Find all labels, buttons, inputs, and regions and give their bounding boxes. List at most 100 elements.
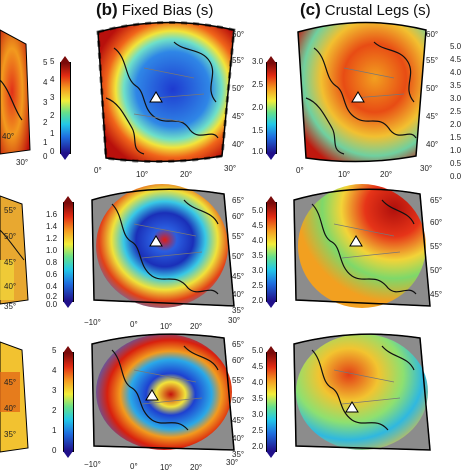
lat-tick: 45° — [426, 112, 439, 121]
left-lat-tick: 40° — [4, 404, 17, 413]
cbar-c1-tick: 2.5 — [252, 80, 264, 89]
station-triangle-icon — [345, 401, 359, 413]
cbar-c1-tick: 2.0 — [252, 103, 264, 112]
cbar-b2-tick: 0.6 — [46, 270, 58, 279]
lat-tick: 55° — [430, 242, 443, 251]
cbar-c2-tick: 5.0 — [252, 206, 264, 215]
station-triangle-icon — [149, 91, 163, 103]
cbar-b2-tick: 1.4 — [46, 222, 58, 231]
cbar-left-tick: 5 — [43, 58, 48, 67]
lat-tick: 65° — [232, 340, 245, 349]
lat-tick: 55° — [232, 232, 245, 241]
left-lat-tick: 40° — [2, 132, 15, 141]
lon-tick: 0° — [94, 166, 102, 175]
cbar-c3-tick: 4.5 — [252, 362, 264, 371]
cbar-c3-tick: 4.0 — [252, 378, 264, 387]
cbar-b1-tick: 0 — [50, 147, 55, 156]
cbar-b1-tick: 4 — [50, 75, 55, 84]
lat-tick: 50° — [232, 396, 245, 405]
lat-tick: 45° — [232, 416, 245, 425]
cbar-b3-tick: 0 — [52, 446, 57, 455]
left-lat-tick: 45° — [4, 378, 17, 387]
cbar-left-tick: 4 — [43, 78, 48, 87]
station-triangle-icon — [351, 91, 365, 103]
lat-tick: 50° — [232, 252, 245, 261]
cbar-c3-tick: 3.0 — [252, 410, 264, 419]
cbar-right-tick: 4.5 — [450, 55, 462, 64]
cbar-right-tick: 0.0 — [450, 172, 462, 181]
cbar-right-tick: 0.5 — [450, 159, 462, 168]
cbar-b3-tick: 2 — [52, 406, 57, 415]
left-strip-map-row3 — [0, 341, 29, 453]
lat-tick: 60° — [232, 30, 245, 39]
cbar-b3-tick: 3 — [52, 386, 57, 395]
cbar-b2-tick: 0.4 — [46, 282, 58, 291]
cbar-b3-tick: 4 — [52, 366, 57, 375]
station-triangle-icon — [145, 389, 159, 401]
cbar-b3-tick: 1 — [52, 426, 57, 435]
panel-b-label: Fixed Bias (s) — [121, 2, 214, 19]
cbar-right-tick: 1.5 — [450, 133, 462, 142]
lat-tick: 50° — [430, 266, 443, 275]
cbar-c2-tick: 2.0 — [252, 296, 264, 305]
lon-tick: 30° — [226, 458, 239, 467]
lon-tick: 10° — [136, 170, 149, 179]
cbar-c2-tick: 4.5 — [252, 221, 264, 230]
lon-tick: 10° — [338, 170, 351, 179]
station-triangle-icon — [349, 235, 363, 247]
map-b-row1 — [96, 21, 236, 164]
cbar-right-tick: 1.0 — [450, 146, 462, 155]
cbar-b1-tick: 3 — [50, 93, 55, 102]
left-lat-tick: 50° — [4, 232, 17, 241]
lat-tick: 35° — [232, 306, 245, 315]
cbar-c3-tick: 2.5 — [252, 426, 264, 435]
left-lat-tick: 45° — [4, 258, 17, 267]
cbar-b3-tick: 5 — [52, 346, 57, 355]
lat-tick: 55° — [232, 376, 245, 385]
cbar-c2-tick: 3.5 — [252, 251, 264, 260]
map-c-row3 — [293, 333, 431, 451]
panel-c-label: Crustal Legs (s) — [324, 2, 431, 19]
colorbar-b-row3 — [63, 346, 74, 458]
station-triangle-icon — [149, 235, 163, 247]
cbar-left-tick: 3 — [43, 98, 48, 107]
cbar-c2-tick: 2.5 — [252, 281, 264, 290]
cbar-right-tick: 3.5 — [450, 81, 462, 90]
colorbar-c-row2 — [266, 196, 277, 308]
lat-tick: 60° — [232, 356, 245, 365]
cbar-c2-tick: 4.0 — [252, 236, 264, 245]
panel-b-letter: (b) — [96, 0, 118, 19]
lat-tick: 35° — [232, 450, 245, 459]
lat-tick: 55° — [232, 56, 245, 65]
colorbar-c-row3 — [266, 346, 277, 458]
cbar-left-tick: 1 — [43, 138, 48, 147]
lon-tick: 10° — [160, 463, 173, 472]
cbar-b1-tick: 5 — [50, 57, 55, 66]
lat-tick: 40° — [426, 140, 439, 149]
panel-b-title: (b) Fixed Bias (s) — [96, 0, 213, 20]
panel-c-title: (c) Crustal Legs (s) — [300, 0, 431, 20]
panel-c-letter: (c) — [300, 0, 321, 19]
lon-tick: 30° — [420, 164, 433, 173]
cbar-c3-tick: 2.0 — [252, 442, 264, 451]
lon-tick: −10° — [84, 318, 101, 327]
cbar-b2-tick: 1.0 — [46, 246, 58, 255]
cbar-b2-tick: 0.8 — [46, 258, 58, 267]
cbar-c1-tick: 1.0 — [252, 147, 264, 156]
lon-tick: 10° — [160, 322, 173, 331]
lon-tick: 20° — [190, 322, 203, 331]
lat-tick: 45° — [232, 272, 245, 281]
lon-tick: 0° — [130, 462, 138, 471]
cbar-left-tick: 2 — [43, 118, 48, 127]
cbar-b1-tick: 2 — [50, 111, 55, 120]
lat-tick: 40° — [232, 290, 245, 299]
cbar-c1-tick: 1.5 — [252, 126, 264, 135]
colorbar-b-row1 — [60, 56, 71, 160]
left-strip-map-row1 — [0, 29, 31, 155]
map-c-row2 — [293, 184, 431, 308]
lon-tick: 20° — [180, 170, 193, 179]
lat-tick: 60° — [430, 218, 443, 227]
left-lat-tick: 35° — [4, 302, 17, 311]
lat-tick: 60° — [426, 30, 439, 39]
left-lat-tick: 35° — [4, 430, 17, 439]
